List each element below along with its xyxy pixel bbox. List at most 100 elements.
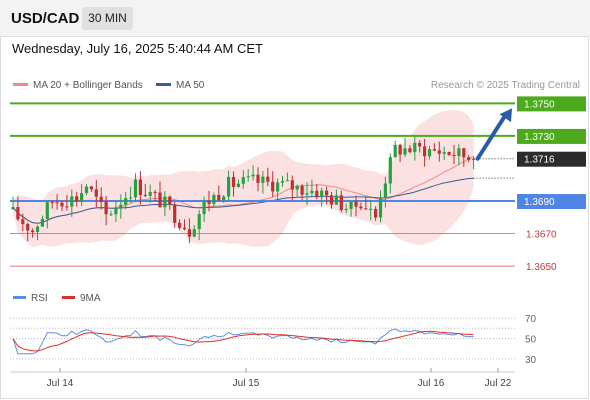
candle-body <box>129 197 133 199</box>
legend-ma50: MA 50 <box>156 80 204 91</box>
x-tick-label: Jul 14 <box>47 378 74 389</box>
candle-body <box>462 148 466 158</box>
candle-body <box>256 174 260 183</box>
level-tag-1.3690 <box>517 194 586 210</box>
candle-body <box>158 192 162 208</box>
candle-body <box>182 227 187 230</box>
candle-body <box>187 229 191 237</box>
candle-body <box>11 207 15 210</box>
candle-body <box>300 185 304 195</box>
candle-body <box>31 230 35 233</box>
timestamp: Wednesday, July 16, 2025 5:40:44 AM CET <box>12 41 263 56</box>
candle-body <box>241 177 245 184</box>
candle-body <box>207 200 211 204</box>
candle-body <box>197 214 201 230</box>
candle-body <box>84 186 89 194</box>
legend-ma20-label: MA 20 + Bollinger Bands <box>33 80 143 91</box>
candle-body <box>89 186 93 190</box>
ma50-swatch-icon <box>156 82 171 86</box>
candle-body <box>383 183 387 199</box>
candle-body <box>55 202 59 204</box>
candle-body <box>354 201 358 207</box>
candle-body <box>227 176 231 197</box>
level-label-1.3650: 1.3650 <box>526 262 557 273</box>
candle-body <box>472 158 476 160</box>
ma20-swatch-icon <box>13 82 28 86</box>
level-tag-1.3730 <box>517 128 586 144</box>
symbol-title: USD/CAD <box>11 10 80 27</box>
candle-body <box>222 196 226 201</box>
ma9-swatch-icon <box>62 295 75 299</box>
candle-body <box>35 226 40 233</box>
candle-body <box>320 190 324 198</box>
candle-body <box>369 208 373 210</box>
candle-body <box>143 194 147 196</box>
candle-body <box>271 181 275 192</box>
level-label-1.3670: 1.3670 <box>526 230 557 241</box>
level-label-1.3690: 1.3690 <box>524 197 555 208</box>
ma50-line <box>12 177 474 224</box>
level-label-1.3750: 1.3750 <box>524 99 555 110</box>
candle-body <box>276 182 280 192</box>
candle-body <box>45 202 49 219</box>
candle-body <box>99 196 103 202</box>
candle-body <box>26 223 30 231</box>
candle-body <box>334 195 338 205</box>
candle-body <box>261 176 265 183</box>
candle-body <box>168 196 172 205</box>
candle-body <box>80 193 84 202</box>
candle-body <box>413 142 417 153</box>
legend-ma20: MA 20 + Bollinger Bands <box>13 80 143 91</box>
x-tick-label: Jul 16 <box>418 378 445 389</box>
level-label-1.3730: 1.3730 <box>524 132 555 143</box>
current-price-tag <box>517 151 586 167</box>
candle-body <box>290 180 294 190</box>
current-price-label: 1.3716 <box>524 155 555 166</box>
candle-body <box>148 191 152 196</box>
legend-ma9: 9MA <box>62 293 101 304</box>
interval-button[interactable]: 30 MIN <box>82 7 133 30</box>
rsi-tick-70: 70 <box>525 314 537 325</box>
candle-body <box>75 196 79 202</box>
legend-ma50-label: MA 50 <box>176 80 205 91</box>
candle-body <box>339 195 343 211</box>
candle-body <box>266 176 270 182</box>
candle-body <box>109 214 113 216</box>
candle-body <box>173 204 177 223</box>
candle-body <box>60 202 64 207</box>
candle-body <box>310 190 314 194</box>
candle-body <box>231 176 236 187</box>
candle-body <box>94 189 98 197</box>
candle-body <box>359 206 363 209</box>
candle-body <box>114 207 118 215</box>
candle-body <box>212 195 216 204</box>
candle-body <box>163 196 167 208</box>
candle-body <box>378 198 383 218</box>
candle-body <box>329 195 334 205</box>
candle-body <box>21 219 25 224</box>
candle-body <box>398 144 402 155</box>
candle-body <box>285 180 289 182</box>
candle-body <box>403 148 407 155</box>
candle-body <box>432 149 436 151</box>
candle-body <box>374 208 378 218</box>
candle-body <box>442 152 446 154</box>
candle-body <box>246 176 250 178</box>
candle-body <box>133 179 138 198</box>
rsi-tick-30: 30 <box>525 355 537 366</box>
candle-body <box>280 180 285 183</box>
candle-body <box>40 218 44 227</box>
rsi-line <box>12 328 474 355</box>
copyright-label: Research © 2025 Trading Central <box>430 80 580 91</box>
level-tag-1.3750 <box>517 96 586 112</box>
candle-body <box>452 154 456 157</box>
candle-body <box>305 193 309 195</box>
rsi-ma9-line <box>12 330 474 352</box>
candle-body <box>457 148 461 157</box>
legend-rsi: RSI <box>13 293 48 304</box>
candle-body <box>119 204 123 208</box>
candle-body <box>408 148 412 153</box>
candle-body <box>344 208 348 211</box>
